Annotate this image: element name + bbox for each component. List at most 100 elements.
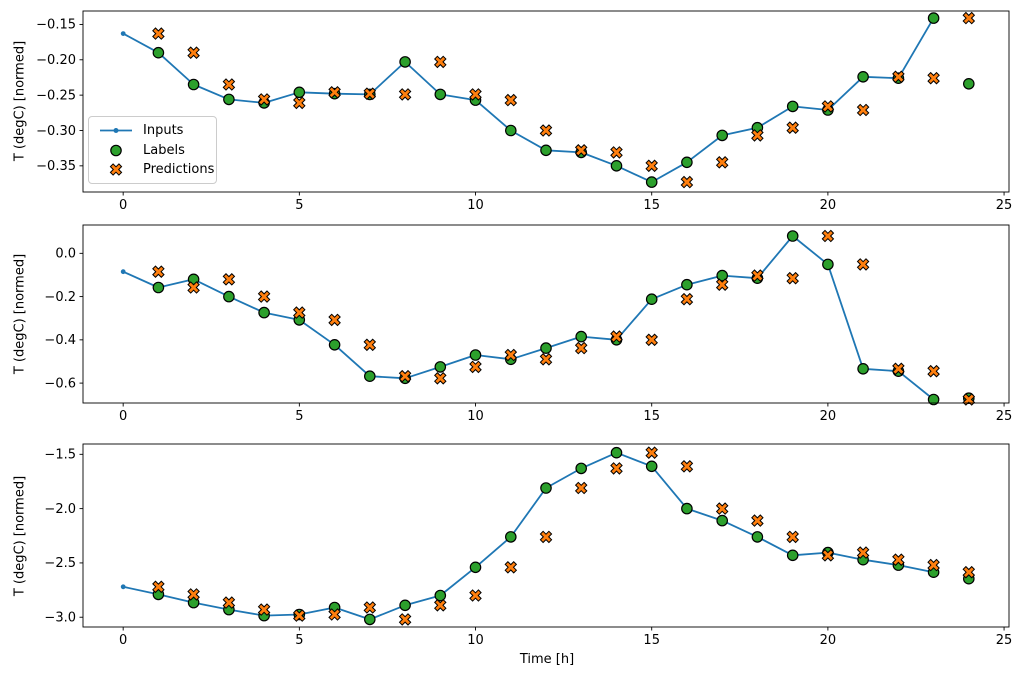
prediction-marker (222, 273, 236, 286)
axes-frame (82, 224, 1010, 404)
y-tick-label: 0.0 (55, 247, 76, 262)
label-marker (857, 362, 869, 375)
prediction-marker (293, 96, 306, 110)
x-tick-label: 25 (996, 633, 1013, 648)
label-marker (575, 462, 587, 475)
x-tick-label: 15 (643, 198, 660, 213)
prediction-marker (856, 103, 870, 117)
x-tick-label: 10 (467, 633, 484, 648)
prediction-marker (610, 146, 623, 159)
prediction-marker (751, 269, 764, 282)
input-point-dot (120, 31, 126, 36)
prediction-marker (328, 313, 341, 327)
prediction-marker (962, 11, 976, 25)
prediction-marker (363, 87, 377, 100)
prediction-marker (892, 553, 905, 566)
label-marker (716, 269, 728, 282)
label-marker (786, 100, 799, 113)
y-tick-label: −0.30 (36, 124, 76, 139)
x-tick-label: 10 (467, 409, 484, 424)
inputs-line (122, 17, 935, 183)
label-marker (681, 156, 693, 169)
label-marker (328, 338, 341, 351)
label-marker (927, 12, 940, 24)
prediction-marker (715, 156, 729, 169)
label-marker (223, 93, 235, 106)
prediction-marker (927, 364, 940, 378)
label-marker (469, 349, 482, 361)
prediction-marker (821, 229, 835, 243)
y-tick-label: −3.0 (44, 611, 76, 626)
x-tick-label: 5 (295, 633, 303, 648)
prediction-marker (504, 93, 518, 107)
label-marker (434, 88, 447, 101)
prediction-marker (645, 333, 658, 347)
prediction-marker (751, 129, 764, 142)
prediction-marker (293, 306, 306, 319)
inputs-line (123, 451, 934, 621)
prediction-marker (152, 27, 165, 40)
label-marker (540, 144, 552, 157)
legend: Inputs Labels Predictions (88, 116, 217, 184)
prediction-marker (680, 175, 694, 189)
legend-item-labels: Labels (89, 143, 216, 158)
prediction-marker (680, 460, 694, 473)
legend-item-inputs: Inputs (89, 123, 216, 138)
y-tick-label: −2.5 (44, 556, 76, 571)
legend-item-predictions: Predictions (89, 162, 216, 177)
prediction-marker (856, 546, 870, 559)
label-marker (504, 124, 517, 137)
prediction-marker (328, 86, 341, 99)
prediction-marker (363, 338, 377, 352)
prediction-marker (645, 159, 658, 173)
legend-item-label: Labels (143, 142, 185, 158)
prediction-marker (962, 393, 976, 406)
x-tick-label: 20 (820, 633, 837, 648)
prediction-marker (927, 558, 940, 572)
prediction-marker (715, 278, 729, 291)
prediction-marker (680, 292, 694, 306)
label-marker (399, 56, 411, 68)
prediction-marker (574, 341, 588, 355)
y-tick-label: −0.6 (44, 376, 76, 391)
prediction-marker (786, 121, 799, 134)
label-marker (645, 460, 658, 473)
x-tick-label: 0 (119, 198, 127, 213)
x-tick-label: 0 (119, 409, 127, 424)
axes-frame (82, 10, 1010, 193)
prediction-marker (398, 369, 412, 383)
prediction-marker (257, 93, 271, 106)
input-point-dot (120, 584, 126, 590)
x-tick-label: 5 (295, 409, 303, 424)
label-marker (223, 290, 235, 303)
inputs-line (122, 235, 935, 401)
label-marker (962, 78, 975, 90)
prediction-marker (187, 281, 200, 294)
y-tick-label: −0.25 (36, 88, 76, 103)
label-marker (540, 482, 552, 494)
prediction-marker (328, 608, 341, 621)
prediction-marker (257, 603, 271, 616)
axes-frame (82, 443, 1010, 628)
prediction-marker (574, 144, 588, 157)
label-marker (786, 549, 799, 562)
subplot-2: 0 5 10 15 20 25 0.0 −0.2 −0.4 −0.6 (44, 224, 1012, 424)
prediction-marker (821, 100, 835, 113)
label-marker (540, 342, 552, 354)
legend-item-label: Predictions (143, 161, 215, 177)
x-tick-label: 5 (295, 198, 303, 213)
label-marker (469, 561, 482, 574)
prediction-marker (187, 46, 200, 59)
label-marker (434, 361, 447, 373)
label-marker (681, 502, 693, 515)
label-marker (927, 393, 940, 406)
label-marker (751, 531, 764, 543)
label-marker (293, 86, 306, 99)
labels-circle-icon (110, 144, 122, 156)
label-marker (504, 531, 517, 543)
x-tick-label: 15 (643, 409, 660, 424)
label-marker (786, 230, 799, 242)
label-marker (645, 176, 658, 188)
prediction-marker (539, 353, 553, 366)
